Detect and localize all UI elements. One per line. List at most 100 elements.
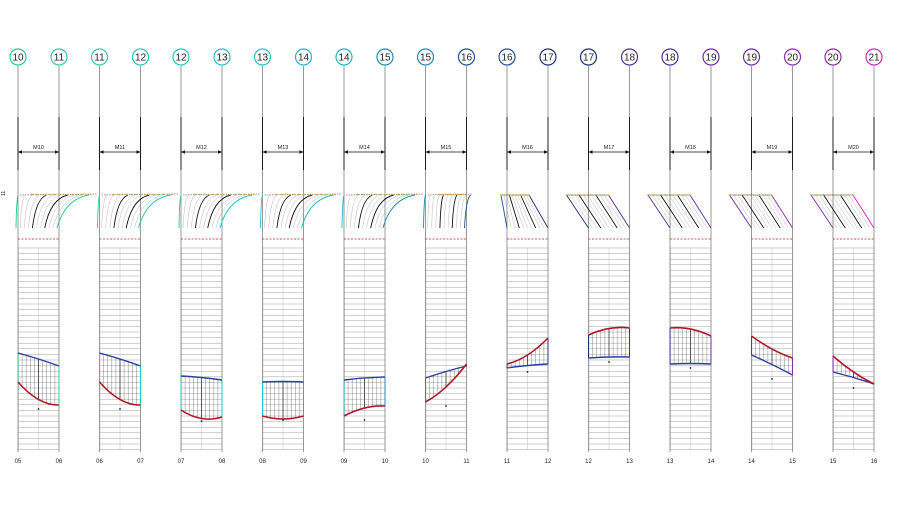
top-fan: [500, 194, 549, 229]
bottom-axis-label: 14: [748, 459, 755, 465]
fan-line: [503, 194, 512, 229]
fan-curve: [341, 194, 345, 229]
fan-curve: [366, 194, 387, 229]
panel-dot: [689, 367, 692, 369]
fan-node: [393, 193, 395, 196]
fan-curve: [370, 194, 394, 229]
top-fan: [728, 194, 793, 229]
fan-curve: [109, 194, 121, 229]
bottom-axis-label: 10: [382, 459, 389, 465]
fan-node: [577, 194, 580, 196]
fan-node: [325, 193, 327, 196]
axis-bubble: [620, 48, 639, 66]
fan-curve: [260, 194, 263, 229]
axis-bubble: [539, 48, 557, 66]
bottom-axis-label: 12: [545, 459, 552, 465]
course-lines: [507, 247, 548, 450]
fan-node: [76, 193, 78, 196]
module-strips: 10 11 M10 05 06 11 12 M11 06 07 12 13 M12 07 08 13 14 M13…: [9, 48, 883, 465]
axis-bubble: [457, 48, 476, 66]
fan-line: [681, 194, 703, 229]
fan-node: [216, 193, 219, 196]
lower-panel: [262, 380, 304, 421]
fan-node: [402, 193, 404, 196]
fan-node: [456, 193, 459, 196]
fan-node: [450, 193, 453, 196]
module-label: M11: [115, 145, 125, 151]
fan-curve: [451, 194, 458, 229]
fan-curve: [194, 194, 210, 229]
bottom-axis-label: 15: [830, 459, 837, 465]
fan-node: [370, 193, 373, 196]
fan-line: [848, 194, 871, 229]
fan-line: [685, 194, 708, 229]
fan-curve: [362, 194, 380, 229]
fan-node: [565, 194, 568, 196]
fan-curve: [101, 194, 107, 229]
axis-bubble-label: 14: [298, 53, 310, 64]
panel-blue-edge: [262, 380, 304, 383]
fan-curve: [44, 194, 68, 229]
fan-node: [770, 194, 773, 196]
fan-node: [252, 193, 255, 196]
fan-line: [652, 194, 675, 229]
panel-red-edge: [343, 405, 386, 417]
fan-node: [121, 193, 124, 196]
fan-line: [528, 194, 549, 229]
fan-curve: [121, 194, 143, 229]
axis-bubble: [824, 48, 842, 66]
fan-line: [608, 194, 630, 229]
fan-line: [566, 194, 589, 229]
bottom-axis-label: 11: [504, 459, 511, 465]
fan-line: [526, 194, 545, 229]
fan-line: [523, 194, 540, 229]
fan-node: [852, 194, 854, 196]
fan-node: [361, 193, 364, 196]
fan-line: [520, 194, 537, 229]
fan-node: [31, 193, 33, 196]
fan-line: [840, 194, 863, 229]
axis-bubble-label: 19: [705, 53, 717, 64]
fan-line: [656, 194, 679, 229]
top-fan: [341, 193, 424, 229]
fan-curve: [15, 194, 19, 229]
fan-node: [135, 193, 137, 196]
fan-line: [500, 194, 508, 229]
bottom-axis-label: 10: [422, 459, 429, 465]
fan-line: [741, 194, 765, 229]
panel-blue-edge: [17, 352, 60, 367]
fan-line: [570, 194, 593, 229]
fan-node: [162, 193, 164, 196]
fan-node: [80, 193, 83, 196]
axis-bubble-label: 15: [420, 53, 432, 64]
fan-line: [512, 194, 524, 229]
fan-curve: [354, 194, 366, 229]
fan-node: [248, 193, 250, 196]
fan-node: [275, 193, 278, 196]
top-fan: [565, 194, 630, 229]
fan-curve: [288, 194, 313, 229]
course-lines: [262, 247, 304, 450]
fan-line: [737, 194, 760, 229]
fan-curve: [435, 194, 440, 229]
fan-curve: [211, 194, 238, 229]
fan-line: [668, 194, 691, 229]
fan-line: [750, 194, 773, 229]
axis-bubble-label: 14: [338, 53, 350, 64]
fan-node: [446, 193, 449, 196]
fan-line: [647, 194, 671, 229]
fan-line: [836, 194, 858, 229]
fan-line: [506, 194, 516, 229]
panel-red-edge: [17, 381, 60, 406]
lower-panel: [343, 376, 386, 421]
axis-bubble-label: 16: [461, 53, 473, 64]
fan-node: [764, 194, 767, 196]
fan-curve: [117, 194, 136, 229]
fan-node: [406, 193, 409, 196]
fan-node: [198, 193, 201, 196]
course-lines: [18, 247, 59, 450]
fan-node: [508, 194, 510, 196]
axis-bubble: [579, 48, 598, 66]
fan-line: [673, 194, 695, 229]
fan-line: [827, 194, 850, 229]
